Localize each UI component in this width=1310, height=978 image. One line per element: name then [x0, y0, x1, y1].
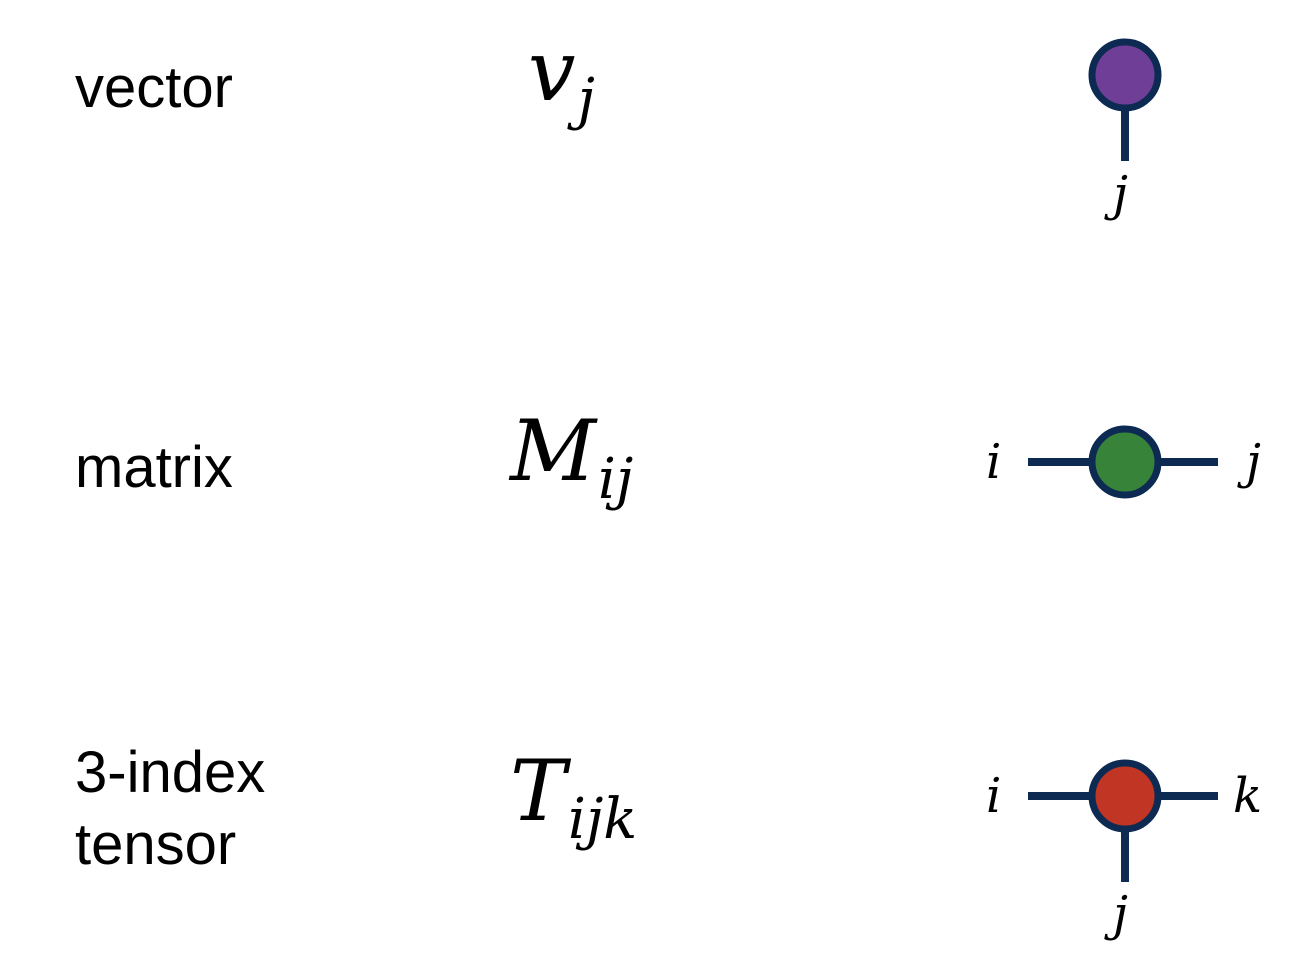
- formula-matrix-subscript: ij: [598, 447, 634, 512]
- vector-diagram: j: [1088, 38, 1162, 222]
- tensor-index-j: j: [1104, 886, 1128, 942]
- row-label-tensor: 3-index tensor: [75, 740, 266, 877]
- vector-index-j: j: [1104, 166, 1128, 222]
- matrix-index-i: i: [986, 434, 1001, 490]
- formula-matrix-base: M: [510, 402, 597, 500]
- tensor-node: [1088, 759, 1162, 833]
- formula-tensor-base: T: [510, 742, 567, 840]
- formula-tensor-subscript: ijk: [568, 787, 638, 852]
- formula-vector-base: v: [528, 22, 576, 120]
- tensor-index-k: k: [1233, 768, 1262, 824]
- vector-node: [1088, 38, 1162, 112]
- matrix-index-j: j: [1237, 434, 1261, 490]
- tensor-diagram: i k j: [986, 759, 1262, 942]
- formula-matrix: Mij: [510, 402, 633, 512]
- row-label-matrix: matrix: [75, 435, 233, 500]
- matrix-diagram: i j: [986, 425, 1261, 499]
- matrix-node: [1088, 425, 1162, 499]
- formula-vector-subscript: j: [577, 67, 595, 132]
- formula-tensor: Tijk: [510, 742, 637, 852]
- tensor-index-i: i: [986, 768, 1001, 824]
- row-label-vector: vector: [75, 55, 233, 120]
- formula-vector: vj: [528, 22, 595, 132]
